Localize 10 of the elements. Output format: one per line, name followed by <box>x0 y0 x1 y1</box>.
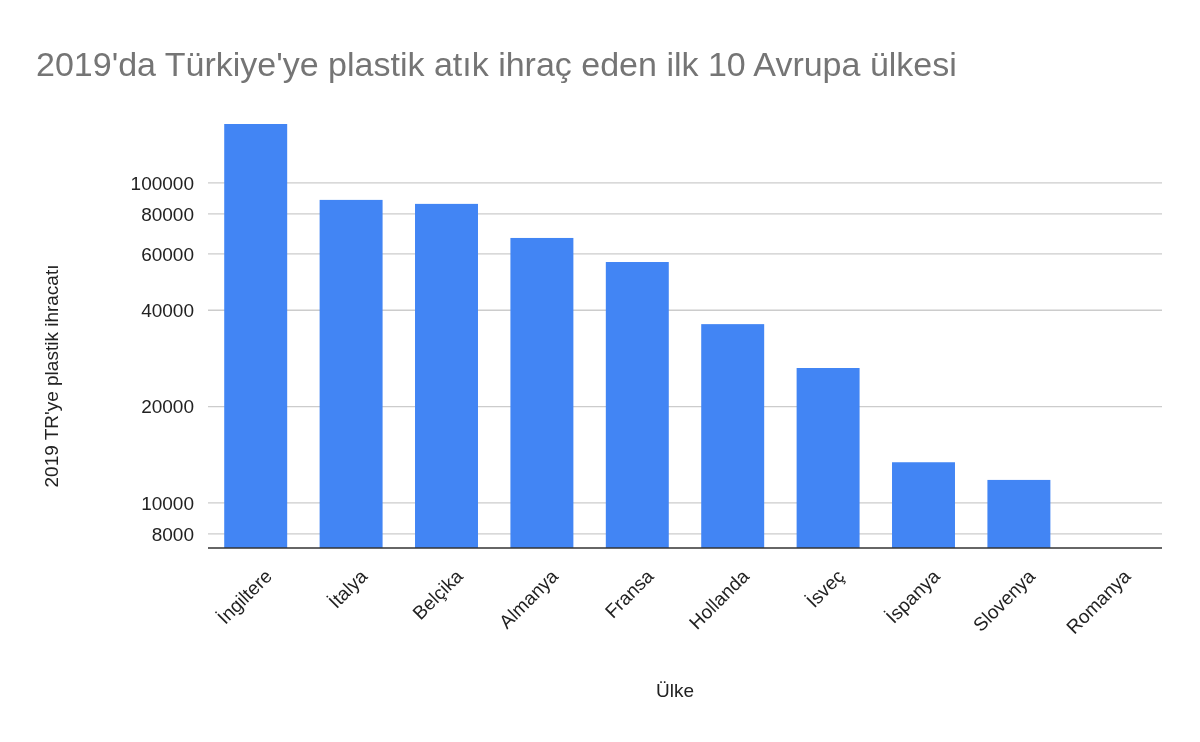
y-tick-label: 20000 <box>141 396 194 418</box>
y-tick-label: 8000 <box>151 523 194 545</box>
chart-title: 2019'da Türkiye'ye plastik atık ihraç eden ilk 10 Avrupa ülkesi <box>36 45 957 83</box>
y-tick-label: 60000 <box>141 243 194 265</box>
y-axis-title: 2019 TR'ye plastik ihracatı <box>41 264 62 488</box>
y-tick-label: 40000 <box>141 299 194 321</box>
y-tick-label: 10000 <box>141 492 194 514</box>
y-tick-label: 100000 <box>130 172 194 194</box>
x-axis-title: Ülke <box>655 680 695 701</box>
y-tick-label: 80000 <box>141 203 194 225</box>
